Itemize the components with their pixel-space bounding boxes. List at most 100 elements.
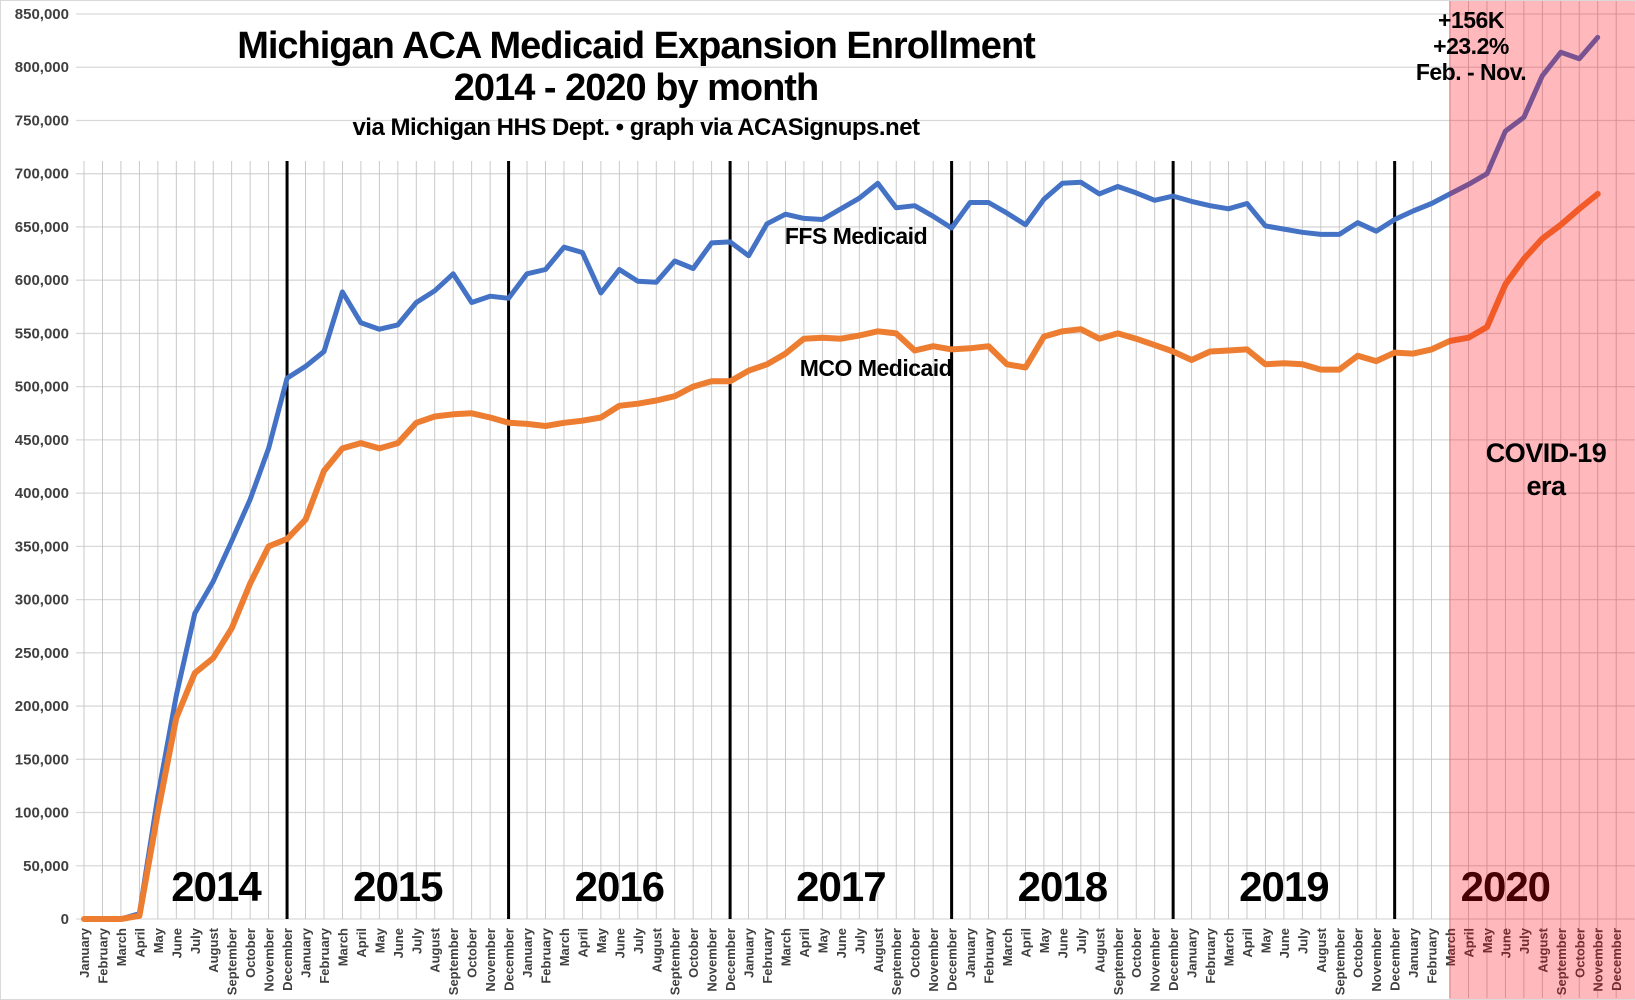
- x-axis-month-label: November: [483, 928, 498, 992]
- x-axis-month-label: September: [889, 928, 904, 995]
- year-label: 2017: [796, 863, 885, 910]
- ffs-series-label: FFS Medicaid: [784, 223, 928, 249]
- x-axis-month-label: March: [114, 928, 129, 966]
- x-axis-month-label: September: [668, 928, 683, 995]
- x-axis-month-label: April: [354, 928, 369, 958]
- x-axis-month-label: June: [1055, 928, 1070, 958]
- x-axis-month-label: December: [1609, 928, 1624, 991]
- x-axis-month-label: May: [594, 927, 609, 953]
- x-axis-month-label: February: [760, 927, 775, 983]
- x-axis-month-label: October: [465, 928, 480, 978]
- chart-title-block: Michigan ACA Medicaid Expansion Enrollme…: [76, 25, 1196, 143]
- mco-series-label: MCO Medicaid: [799, 355, 953, 381]
- x-axis-month-label: December: [1388, 928, 1403, 991]
- x-axis-month-label: January: [1406, 927, 1421, 978]
- y-axis-tick-label: 750,000: [15, 112, 69, 129]
- x-axis-month-label: July: [1517, 927, 1532, 954]
- x-axis-month-label: January: [963, 927, 978, 978]
- x-axis-month-label: February: [95, 927, 110, 983]
- x-axis-month-label: February: [539, 927, 554, 983]
- y-axis-tick-label: 50,000: [23, 858, 69, 875]
- x-axis-month-label: February: [317, 927, 332, 983]
- covid-era-label: COVID-19 era: [1456, 437, 1635, 503]
- growth-annotation: +156K +23.2% Feb. - Nov.: [1391, 7, 1551, 85]
- x-axis-month-label: April: [132, 928, 147, 958]
- ffs-medicaid-line: [81, 34, 1601, 922]
- chart-title-line1: Michigan ACA Medicaid Expansion Enrollme…: [237, 25, 1036, 67]
- y-axis-tick-label: 500,000: [15, 379, 69, 396]
- x-axis-month-label: April: [797, 928, 812, 958]
- x-axis-month-label: March: [1000, 928, 1015, 966]
- y-axis-tick-label: 350,000: [15, 538, 69, 555]
- x-axis-month-label: April: [575, 928, 590, 958]
- y-axis-tick-label: 800,000: [15, 59, 69, 76]
- x-axis-month-label: October: [243, 928, 258, 978]
- year-label: 2015: [353, 863, 443, 910]
- x-axis-month-label: August: [871, 927, 886, 972]
- x-axis-month-label: July: [409, 927, 424, 954]
- chart-subtitle: via Michigan HHS Dept. • graph via ACASi…: [352, 114, 920, 141]
- x-axis-month-label: October: [1351, 928, 1366, 978]
- year-label: 2018: [1018, 863, 1108, 910]
- x-axis-month-label: November: [705, 928, 720, 992]
- y-axis-tick-label: 700,000: [15, 166, 69, 183]
- covid-era-label-line2: era: [1526, 471, 1566, 501]
- x-axis-month-label: October: [1572, 928, 1587, 978]
- year-label: 2014: [171, 863, 262, 910]
- x-axis-month-label: September: [1332, 928, 1347, 995]
- x-axis-month-label: January: [742, 927, 757, 978]
- x-axis-month-label: May: [372, 927, 387, 953]
- y-axis-tick-label: 150,000: [15, 751, 69, 768]
- y-axis-tick-label: 450,000: [15, 432, 69, 449]
- x-axis-month-label: August: [1535, 927, 1550, 972]
- x-axis-month-label: December: [945, 928, 960, 991]
- x-axis-month-label: August: [206, 927, 221, 972]
- x-axis-month-label: May: [151, 927, 166, 953]
- x-axis-month-label: July: [188, 927, 203, 954]
- x-axis-month-label: June: [834, 928, 849, 958]
- x-axis-month-label: November: [926, 928, 941, 992]
- x-axis-month-label: June: [169, 928, 184, 958]
- x-axis-month-label: October: [1129, 928, 1144, 978]
- x-axis-month-label: August: [1092, 927, 1107, 972]
- x-axis-month-label: July: [1074, 927, 1089, 954]
- x-axis-month-label: September: [1554, 928, 1569, 995]
- year-label: 2020: [1461, 863, 1550, 910]
- x-axis-month-label: August: [428, 927, 443, 972]
- x-axis-month-label: February: [1203, 927, 1218, 983]
- x-axis-month-label: March: [335, 928, 350, 966]
- x-axis-month-label: September: [446, 928, 461, 995]
- x-axis-month-label: January: [77, 927, 92, 978]
- year-label: 2016: [575, 863, 664, 910]
- y-axis-tick-label: 0: [61, 911, 69, 928]
- x-axis-month-label: March: [1443, 928, 1458, 966]
- x-axis-month-label: October: [908, 928, 923, 978]
- y-axis-tick-label: 650,000: [15, 219, 69, 236]
- x-axis-month-label: December: [723, 928, 738, 991]
- x-axis-month-label: September: [225, 928, 240, 995]
- y-axis-tick-label: 400,000: [15, 485, 69, 502]
- growth-annotation-range: Feb. - Nov.: [1415, 59, 1527, 85]
- y-axis-tick-label: 250,000: [15, 645, 69, 662]
- x-axis-month-label: May: [815, 927, 830, 953]
- x-axis-month-label: November: [1369, 928, 1384, 992]
- y-axis-tick-label: 300,000: [15, 592, 69, 609]
- x-axis-month-label: December: [1166, 928, 1181, 991]
- x-axis-month-label: March: [778, 928, 793, 966]
- covid-era-label-line1: COVID-19: [1485, 438, 1607, 468]
- growth-annotation-value: +156K: [1438, 7, 1504, 33]
- x-axis-month-label: December: [502, 928, 517, 991]
- x-axis-month-label: July: [1295, 927, 1310, 954]
- x-axis-month-label: June: [1498, 928, 1513, 958]
- x-axis-month-label: December: [280, 928, 295, 991]
- x-axis-month-label: March: [557, 928, 572, 966]
- x-axis-month-label: April: [1240, 928, 1255, 958]
- covid-era-overlay: [1449, 1, 1635, 999]
- x-axis-month-label: May: [1480, 927, 1495, 953]
- x-axis-month-label: June: [1277, 928, 1292, 958]
- x-axis-month-label: January: [1185, 927, 1200, 978]
- x-axis-month-label: April: [1462, 928, 1477, 958]
- x-axis-month-label: July: [631, 927, 646, 954]
